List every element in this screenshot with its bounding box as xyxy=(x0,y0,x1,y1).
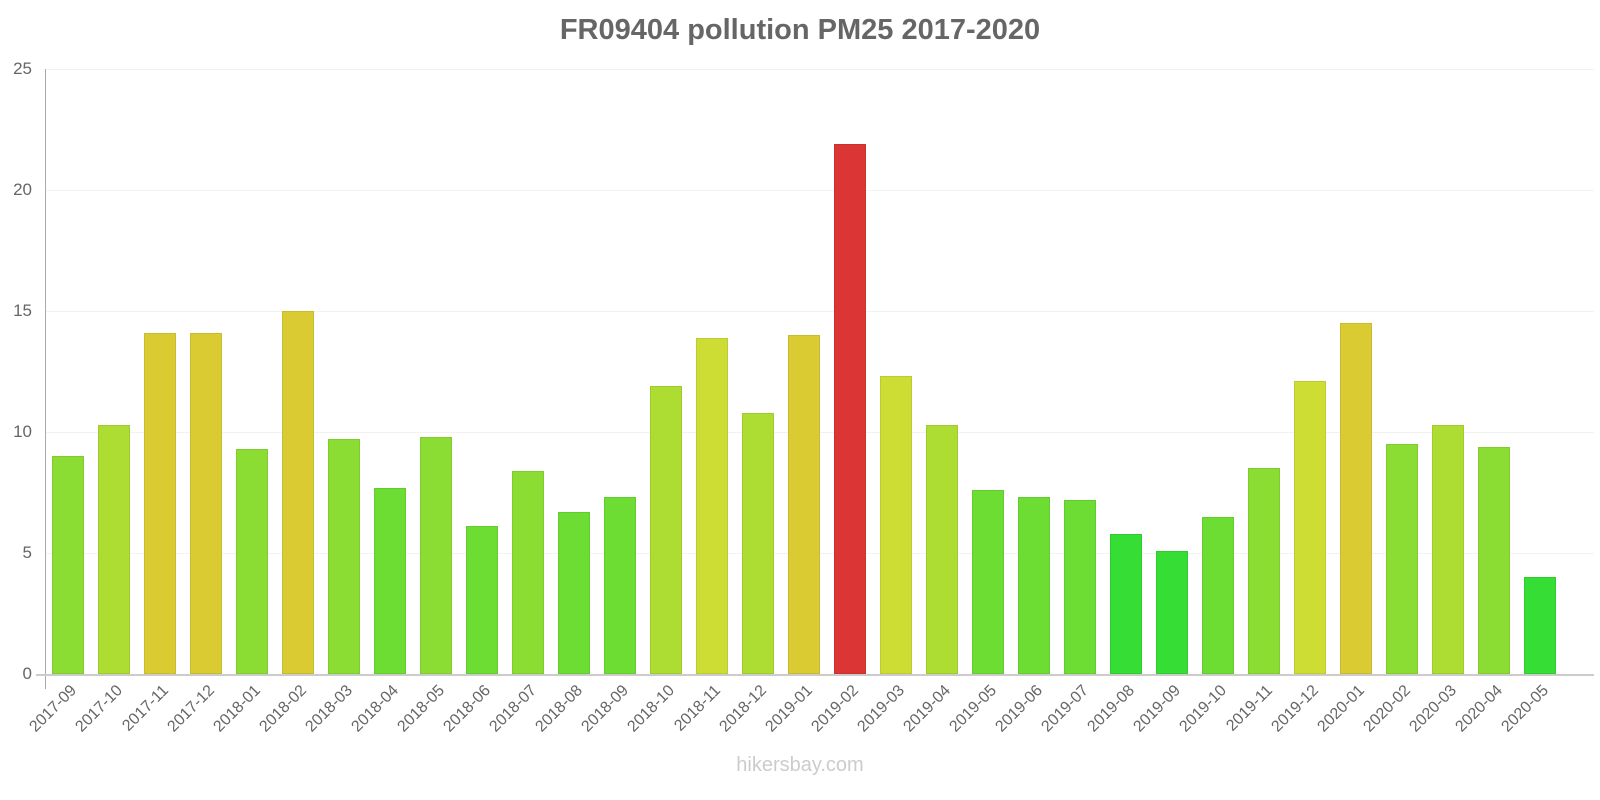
bar-2018-07[interactable] xyxy=(512,470,544,674)
watermark: hikersbay.com xyxy=(736,754,864,776)
bar-2020-02[interactable] xyxy=(1386,444,1418,674)
x-axis-line xyxy=(36,674,1594,676)
x-tick-label: 2019-06 xyxy=(992,682,1047,736)
x-tick-label: 2018-07 xyxy=(486,682,541,736)
x-tick-label: 2020-02 xyxy=(1360,682,1415,736)
bar-2017-12[interactable] xyxy=(190,332,222,674)
x-tick-label: 2019-02 xyxy=(808,682,863,736)
y-tick-label: 15 xyxy=(13,301,32,320)
bar-2018-05[interactable] xyxy=(420,436,452,674)
x-tick-label: 2018-02 xyxy=(256,682,311,736)
bar-2019-01[interactable] xyxy=(788,335,820,674)
x-tick-label: 2018-03 xyxy=(302,682,357,736)
bar-2019-05[interactable] xyxy=(972,490,1004,674)
x-tick-label: 2018-09 xyxy=(578,682,633,736)
x-tick-label: 2020-03 xyxy=(1406,682,1461,736)
bar-2019-06[interactable] xyxy=(1018,497,1050,674)
x-tick-label: 2018-08 xyxy=(532,682,587,736)
bar-2017-09[interactable] xyxy=(52,456,84,674)
x-tick-label: 2019-09 xyxy=(1130,682,1185,736)
bar-2018-04[interactable] xyxy=(374,487,406,674)
x-tick-label: 2020-05 xyxy=(1498,682,1553,736)
x-tick-label: 2019-04 xyxy=(900,682,955,736)
gridline xyxy=(46,190,1594,191)
gridline xyxy=(46,553,1594,554)
y-tick-label: 10 xyxy=(13,422,32,441)
bar-2018-11[interactable] xyxy=(696,337,728,674)
bar-2019-04[interactable] xyxy=(926,424,958,674)
bar-2020-05[interactable] xyxy=(1524,577,1556,674)
x-tick-label: 2018-11 xyxy=(671,682,725,735)
x-tick-label: 2018-06 xyxy=(440,682,495,736)
x-tick-label: 2017-09 xyxy=(26,682,81,736)
bar-2018-01[interactable] xyxy=(236,448,268,674)
y-tick-label: 0 xyxy=(22,664,32,683)
x-tick-label: 2018-10 xyxy=(624,682,679,736)
x-tick-label: 2017-11 xyxy=(119,682,173,735)
chart-title: FR09404 pollution PM25 2017-2020 xyxy=(559,14,1041,46)
x-tick-label: 2019-11 xyxy=(1223,682,1277,735)
bar-2018-12[interactable] xyxy=(742,412,774,674)
bar-2017-10[interactable] xyxy=(98,424,130,674)
x-tick-label: 2019-12 xyxy=(1268,682,1323,736)
x-tick-label: 2019-08 xyxy=(1084,682,1139,736)
bar-2020-03[interactable] xyxy=(1432,424,1464,674)
bar-2018-08[interactable] xyxy=(558,511,590,674)
bar-2019-03[interactable] xyxy=(880,376,912,674)
x-tick-label: 2019-03 xyxy=(854,682,909,736)
y-axis-line xyxy=(45,69,46,689)
bar-2019-12[interactable] xyxy=(1294,381,1326,674)
bar-2018-10[interactable] xyxy=(650,386,682,674)
bar-2020-01[interactable] xyxy=(1340,323,1372,674)
x-tick-label: 2020-04 xyxy=(1452,682,1507,736)
x-tick-label: 2019-10 xyxy=(1176,682,1231,736)
y-tick-label: 20 xyxy=(13,180,32,199)
x-tick-label: 2017-12 xyxy=(164,682,219,736)
bar-2018-02[interactable] xyxy=(282,311,314,674)
bar-2019-02[interactable] xyxy=(834,144,866,674)
x-tick-label: 2019-07 xyxy=(1038,682,1093,736)
x-tick-label: 2019-05 xyxy=(946,682,1001,736)
bar-2019-09[interactable] xyxy=(1156,550,1188,674)
x-tick-label: 2017-10 xyxy=(72,682,127,736)
bar-2019-11[interactable] xyxy=(1248,468,1280,674)
x-tick-label: 2020-01 xyxy=(1314,682,1369,736)
bar-2020-04[interactable] xyxy=(1478,446,1510,674)
gridline xyxy=(46,69,1594,70)
gridline xyxy=(46,311,1594,312)
bar-2017-11[interactable] xyxy=(144,332,176,674)
bar-2019-08[interactable] xyxy=(1110,533,1142,674)
x-tick-label: 2018-12 xyxy=(716,682,771,736)
bar-2019-10[interactable] xyxy=(1202,516,1234,674)
y-tick-label: 25 xyxy=(13,59,32,78)
bar-2018-09[interactable] xyxy=(604,497,636,674)
x-tick-label: 2019-01 xyxy=(762,682,817,736)
x-tick-label: 2018-04 xyxy=(348,682,403,736)
gridline xyxy=(46,432,1594,433)
bar-2019-07[interactable] xyxy=(1064,499,1096,674)
x-tick-label: 2018-01 xyxy=(210,682,265,736)
x-tick-label: 2018-05 xyxy=(394,682,449,736)
bar-2018-06[interactable] xyxy=(466,526,498,674)
y-tick-label: 5 xyxy=(22,543,32,562)
bar-2018-03[interactable] xyxy=(328,439,360,674)
